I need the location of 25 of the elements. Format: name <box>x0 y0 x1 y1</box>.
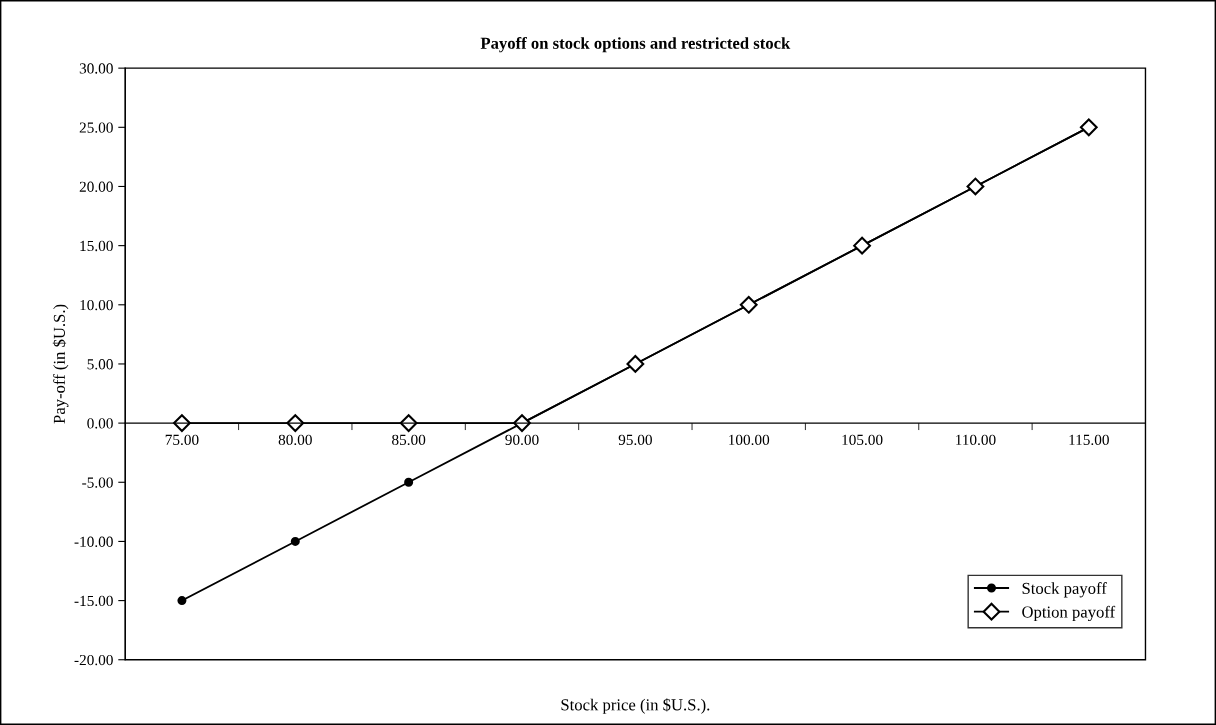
legend-label: Stock payoff <box>1022 582 1107 598</box>
x-axis-title: Stock price (in $U.S.). <box>561 698 710 714</box>
x-tick-label: 75.00 <box>165 434 199 446</box>
x-tick-label: 105.00 <box>842 434 883 446</box>
y-axis-title: Pay-off (in $U.S.) <box>52 304 69 424</box>
x-tick-label: 100.00 <box>729 434 770 446</box>
x-tick-label: 115.00 <box>1069 434 1109 446</box>
y-tick-label: 10.00 <box>80 299 113 311</box>
y-tick-label: 15.00 <box>80 240 113 252</box>
y-tick-label: -5.00 <box>82 477 113 488</box>
y-tick-label: 25.00 <box>79 122 113 133</box>
y-tick-label: 0.00 <box>87 418 113 429</box>
legend-label: Option payoff <box>1022 605 1116 622</box>
x-tick-label: 95.00 <box>618 434 652 446</box>
x-tick-label: 80.00 <box>278 434 312 446</box>
x-tick-label: 90.00 <box>505 434 539 446</box>
y-tick-label: 30.00 <box>79 63 113 74</box>
chart-title: Payoff on stock options and restricted stock <box>480 36 791 53</box>
y-tick-label: -10.00 <box>74 536 113 547</box>
x-tick-label: 110.00 <box>956 434 996 446</box>
y-tick-label: 5.00 <box>87 359 113 370</box>
y-tick-label: -20.00 <box>74 654 113 666</box>
y-tick-label: -15.00 <box>74 595 113 607</box>
y-tick-label: 20.00 <box>79 181 113 192</box>
x-tick-label: 85.00 <box>392 434 426 446</box>
